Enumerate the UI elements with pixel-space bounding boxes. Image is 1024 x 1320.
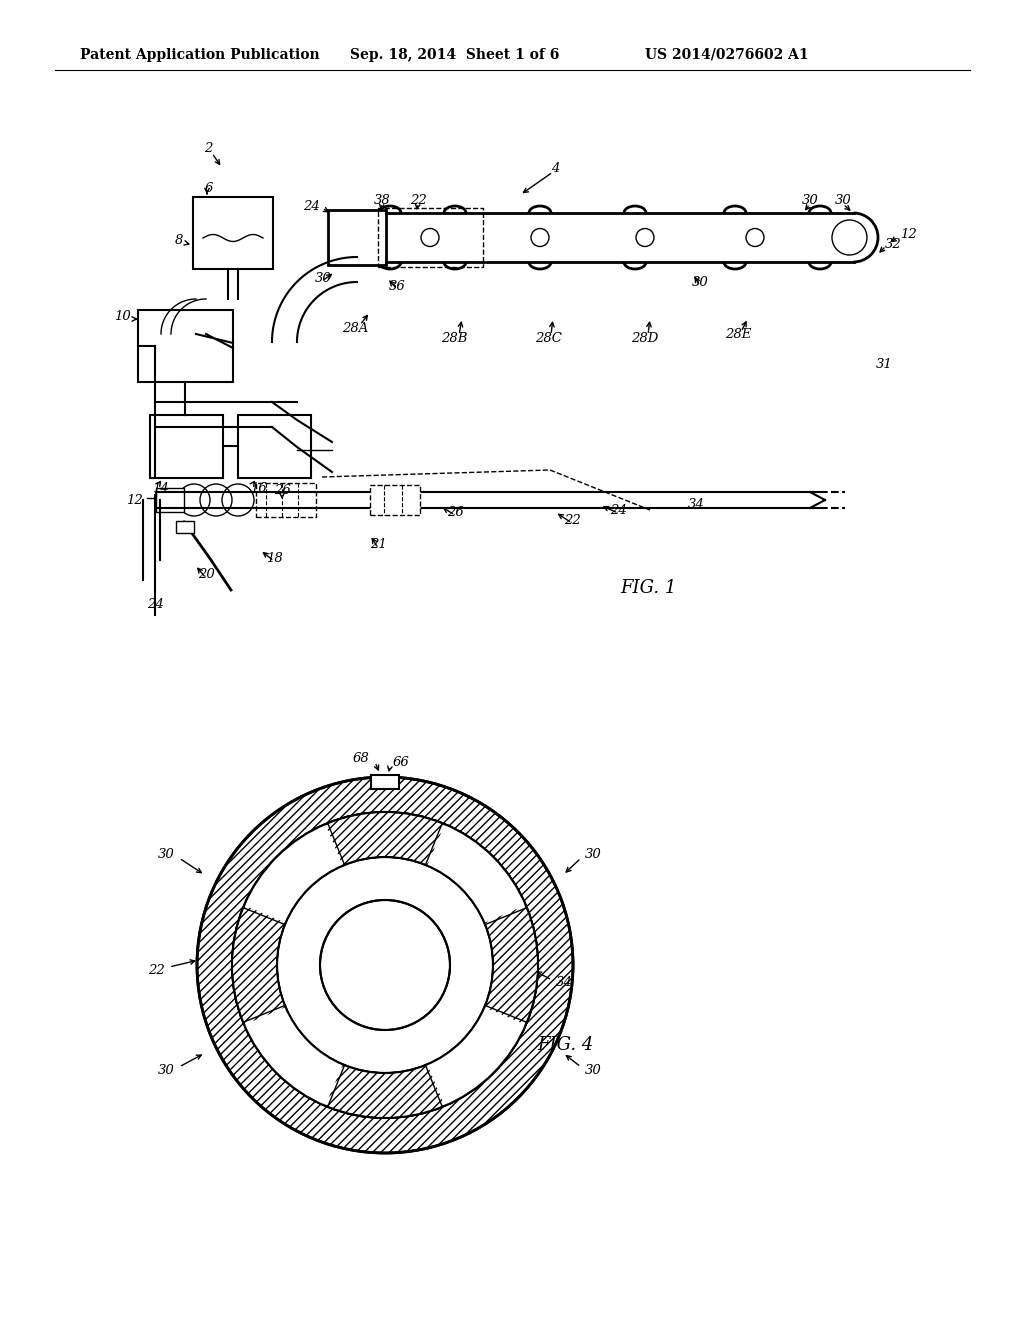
Text: 28A: 28A bbox=[342, 322, 369, 334]
Text: 16: 16 bbox=[250, 482, 266, 495]
Text: FIG. 4: FIG. 4 bbox=[537, 1036, 593, 1053]
Bar bbox=[150, 414, 223, 478]
Text: 30: 30 bbox=[585, 849, 602, 862]
Text: 2: 2 bbox=[204, 141, 212, 154]
Text: 38: 38 bbox=[422, 928, 438, 941]
Text: 31: 31 bbox=[876, 358, 893, 371]
Circle shape bbox=[193, 772, 578, 1158]
Text: 12: 12 bbox=[126, 494, 143, 507]
Wedge shape bbox=[328, 1065, 442, 1118]
Text: 18: 18 bbox=[265, 552, 283, 565]
Text: Sep. 18, 2014  Sheet 1 of 6: Sep. 18, 2014 Sheet 1 of 6 bbox=[350, 48, 559, 62]
Text: 30: 30 bbox=[315, 272, 332, 285]
Text: 6: 6 bbox=[205, 181, 213, 194]
Text: 26: 26 bbox=[273, 483, 291, 496]
Text: 20: 20 bbox=[198, 569, 214, 582]
Text: 24: 24 bbox=[146, 598, 164, 611]
Bar bbox=[256, 483, 316, 517]
Text: 38: 38 bbox=[407, 1014, 423, 1027]
Text: 4: 4 bbox=[551, 161, 559, 174]
Circle shape bbox=[278, 857, 493, 1073]
Wedge shape bbox=[328, 812, 442, 865]
Text: 22: 22 bbox=[563, 513, 581, 527]
Text: 38: 38 bbox=[356, 1003, 374, 1016]
Text: 28D: 28D bbox=[632, 331, 658, 345]
Text: 26: 26 bbox=[446, 506, 464, 519]
Wedge shape bbox=[427, 824, 526, 923]
Bar bbox=[378, 209, 483, 267]
Text: 30: 30 bbox=[585, 1064, 602, 1077]
Text: 22: 22 bbox=[410, 194, 426, 206]
Bar bbox=[193, 197, 273, 269]
Text: 32: 32 bbox=[885, 238, 902, 251]
Wedge shape bbox=[232, 908, 285, 1022]
Wedge shape bbox=[485, 908, 538, 1022]
Wedge shape bbox=[244, 824, 343, 923]
FancyBboxPatch shape bbox=[176, 521, 194, 533]
Text: 30: 30 bbox=[835, 194, 851, 207]
Text: 68: 68 bbox=[352, 752, 369, 766]
Wedge shape bbox=[427, 1007, 526, 1106]
Text: 12: 12 bbox=[900, 228, 916, 242]
Text: 10: 10 bbox=[115, 309, 131, 322]
Text: 30: 30 bbox=[159, 849, 175, 862]
Bar bbox=[370, 484, 420, 515]
Text: 21: 21 bbox=[370, 539, 386, 552]
Text: 30: 30 bbox=[691, 276, 709, 289]
Wedge shape bbox=[244, 1007, 343, 1106]
Text: 28C: 28C bbox=[535, 331, 561, 345]
Circle shape bbox=[319, 900, 450, 1030]
Text: 24: 24 bbox=[358, 966, 375, 979]
Text: 34: 34 bbox=[556, 977, 572, 990]
Bar bbox=[238, 414, 311, 478]
Text: 30: 30 bbox=[802, 194, 818, 207]
Text: 36: 36 bbox=[389, 280, 406, 293]
Text: 30: 30 bbox=[159, 1064, 175, 1077]
Text: US 2014/0276602 A1: US 2014/0276602 A1 bbox=[645, 48, 809, 62]
Text: 24: 24 bbox=[609, 503, 627, 516]
Text: 28B: 28B bbox=[440, 331, 467, 345]
Text: 38: 38 bbox=[374, 194, 390, 206]
Text: FIG. 1: FIG. 1 bbox=[620, 579, 676, 597]
Bar bbox=[138, 310, 233, 381]
Bar bbox=[328, 210, 386, 265]
Text: 14: 14 bbox=[152, 482, 169, 495]
Circle shape bbox=[232, 812, 538, 1118]
Text: Patent Application Publication: Patent Application Publication bbox=[80, 48, 319, 62]
Text: 24: 24 bbox=[303, 199, 319, 213]
Text: 34: 34 bbox=[688, 498, 705, 511]
Text: 22: 22 bbox=[148, 964, 165, 977]
Text: 66: 66 bbox=[393, 756, 410, 770]
Text: 8: 8 bbox=[175, 234, 183, 247]
Text: 38: 38 bbox=[356, 928, 374, 941]
Bar bbox=[371, 775, 399, 789]
Text: 28E: 28E bbox=[725, 329, 752, 342]
Bar bbox=[156, 488, 184, 512]
